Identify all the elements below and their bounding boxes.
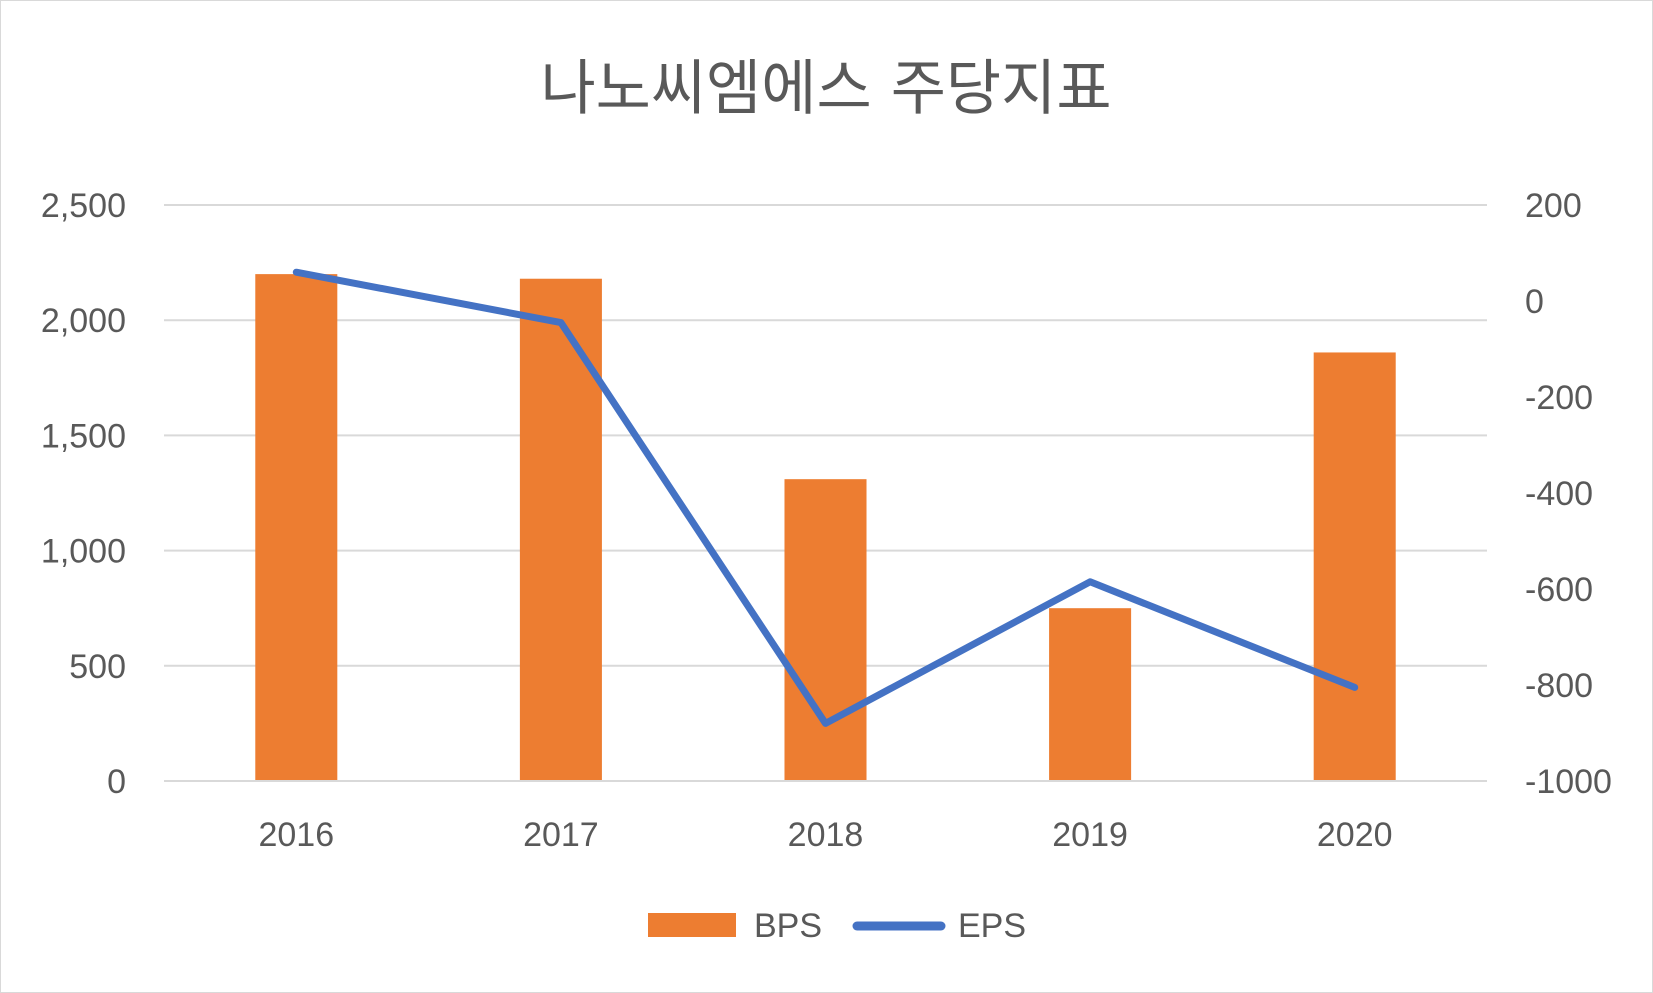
right-tick-label: -800 bbox=[1525, 667, 1593, 705]
x-tick-label-2018: 2018 bbox=[788, 816, 864, 854]
bps-bar-2017 bbox=[519, 278, 602, 781]
right-y-axis: -1000 -800 -600 -400 -200 0 200 bbox=[1525, 187, 1612, 801]
bps-bar-2019 bbox=[1049, 608, 1132, 781]
left-tick-label: 500 bbox=[69, 648, 126, 686]
x-tick-label-2016: 2016 bbox=[258, 816, 334, 854]
x-tick-label-2017: 2017 bbox=[523, 816, 599, 854]
left-y-axis: 0 500 1,000 1,500 2,000 2,500 bbox=[41, 187, 126, 801]
bps-bar-2018 bbox=[784, 479, 867, 781]
x-tick-label-2020: 2020 bbox=[1317, 816, 1393, 854]
right-tick-label: -1000 bbox=[1525, 763, 1612, 801]
legend-eps-label: EPS bbox=[958, 907, 1026, 945]
right-tick-label: -600 bbox=[1525, 571, 1593, 609]
legend-bps-label: BPS bbox=[754, 907, 822, 945]
legend: BPS EPS bbox=[648, 907, 1026, 945]
bps-bar-2020 bbox=[1313, 352, 1396, 781]
x-axis: 2016 2017 2018 2019 2020 bbox=[258, 816, 1392, 854]
left-tick-label: 1,000 bbox=[41, 533, 126, 571]
right-tick-label: 200 bbox=[1525, 187, 1582, 225]
bps-bars bbox=[164, 274, 1487, 782]
right-tick-label: -400 bbox=[1525, 475, 1593, 513]
left-tick-label: 2,000 bbox=[41, 302, 126, 340]
legend-bps-swatch bbox=[648, 913, 736, 937]
bps-bar-2016 bbox=[255, 274, 338, 781]
x-tick-label-2019: 2019 bbox=[1052, 816, 1128, 854]
right-tick-label: -200 bbox=[1525, 379, 1593, 417]
chart-title: 나노씨엠에스 주당지표 bbox=[540, 54, 1111, 124]
eps-line bbox=[292, 268, 1359, 727]
left-tick-label: 2,500 bbox=[41, 187, 126, 225]
right-tick-label: 0 bbox=[1525, 283, 1544, 321]
left-tick-label: 0 bbox=[107, 763, 126, 801]
left-tick-label: 1,500 bbox=[41, 417, 126, 455]
